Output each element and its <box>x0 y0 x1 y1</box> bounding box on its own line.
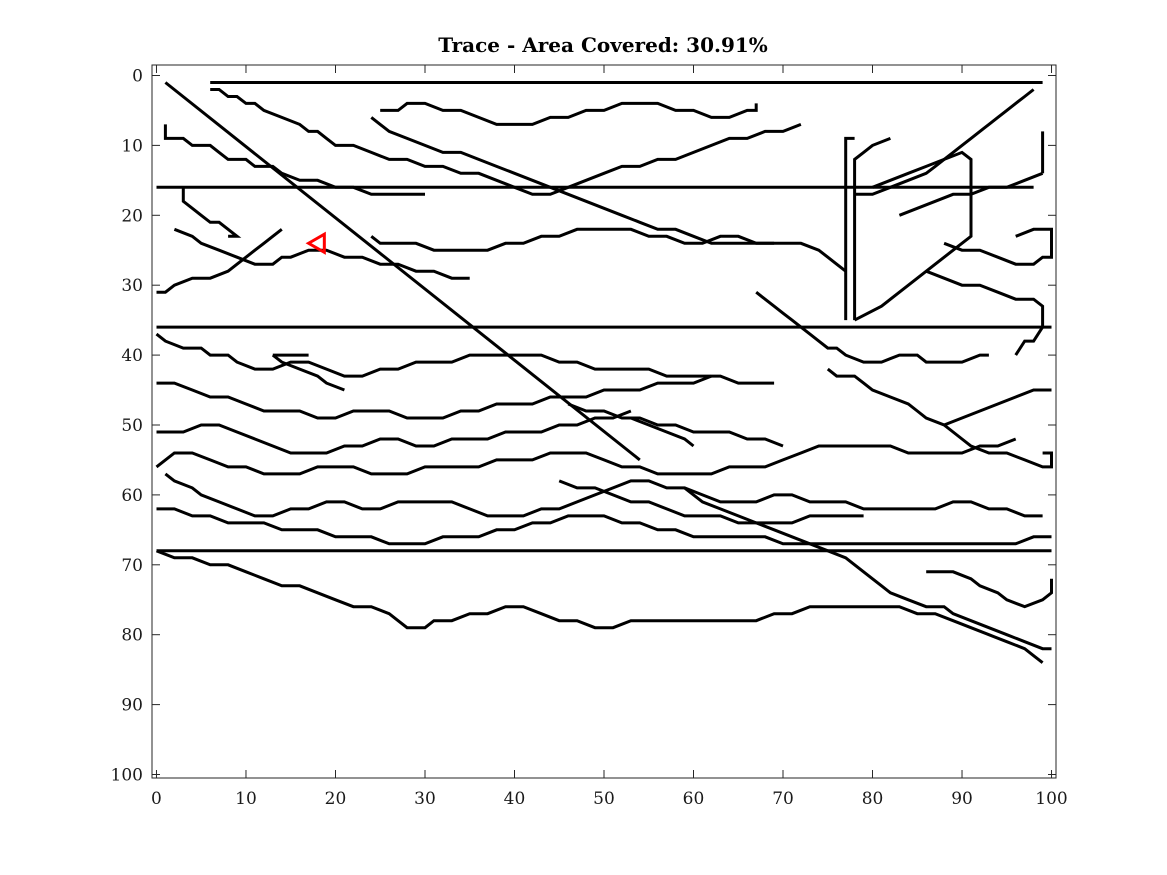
y-tick-label: 30 <box>121 276 143 296</box>
trace-segment-19 <box>155 437 1017 476</box>
trace-segment-39 <box>630 416 695 448</box>
trace-segment-33 <box>925 269 1045 356</box>
agent-position-marker <box>305 231 326 255</box>
y-tick-label: 50 <box>121 416 143 436</box>
trace-segment-18 <box>156 409 632 455</box>
axis-ticks <box>152 65 1056 778</box>
x-tick-label: 30 <box>414 789 436 809</box>
trace-segment-14 <box>155 332 775 385</box>
y-tick-label: 70 <box>121 556 143 576</box>
trace-segment-25 <box>926 570 1053 609</box>
trace-segment-37 <box>567 402 784 448</box>
trace-segment-29 <box>871 150 973 189</box>
trace-segment-27 <box>853 137 891 321</box>
x-tick-labels: 0 10 20 30 40 50 60 70 80 90 100 <box>151 789 1068 809</box>
x-tick-label: 90 <box>951 789 973 809</box>
y-tick-labels: 0 10 20 30 40 50 60 70 80 90 100 <box>111 66 143 785</box>
trace-segment-7 <box>370 116 847 273</box>
y-tick-label: 0 <box>132 66 143 86</box>
trace-segment-6 <box>380 101 758 126</box>
y-tick-label: 20 <box>121 206 143 226</box>
trace-segment-17 <box>156 374 712 420</box>
chart-title: Trace - Area Covered: 30.91% <box>438 33 768 57</box>
trace-segment-20 <box>164 472 1043 518</box>
trace-segment-21 <box>156 507 1052 546</box>
trace-segment-5 <box>163 124 425 196</box>
x-tick-label: 10 <box>235 789 257 809</box>
y-tick-label: 100 <box>111 766 143 786</box>
x-tick-label: 60 <box>683 789 705 809</box>
trace-segment-28 <box>853 187 973 322</box>
trace-segment-36 <box>943 388 1052 427</box>
y-tick-label: 80 <box>121 626 143 646</box>
trace-segment-3 <box>210 88 802 196</box>
y-tick-label: 60 <box>121 486 143 506</box>
x-tick-label: 100 <box>1035 789 1067 809</box>
trace-segment-34 <box>755 291 989 364</box>
x-tick-label: 20 <box>325 789 347 809</box>
trace-segment-35 <box>826 367 1053 469</box>
y-tick-label: 90 <box>121 696 143 716</box>
trace-segment-23 <box>155 549 1044 664</box>
trace-segment-26 <box>844 136 855 321</box>
position-markers <box>305 231 326 255</box>
trace-segment-9 <box>181 187 242 238</box>
trace-segment-11 <box>156 228 283 294</box>
trace-segment-4 <box>854 88 1035 196</box>
y-tick-label: 10 <box>121 136 143 156</box>
trace-segment-38 <box>558 479 864 525</box>
trace-segment-10 <box>173 227 470 280</box>
x-tick-label: 40 <box>504 789 526 809</box>
x-tick-label: 70 <box>772 789 794 809</box>
x-tick-label: 50 <box>593 789 615 809</box>
y-tick-label: 40 <box>121 346 143 366</box>
trace-paths <box>155 81 1053 664</box>
trace-segment-32 <box>943 227 1053 266</box>
trace-segment-16 <box>271 353 345 392</box>
trace-segment-12 <box>370 227 775 252</box>
x-tick-label: 80 <box>862 789 884 809</box>
x-tick-label: 0 <box>151 789 162 809</box>
trace-segment-30 <box>898 171 1044 217</box>
